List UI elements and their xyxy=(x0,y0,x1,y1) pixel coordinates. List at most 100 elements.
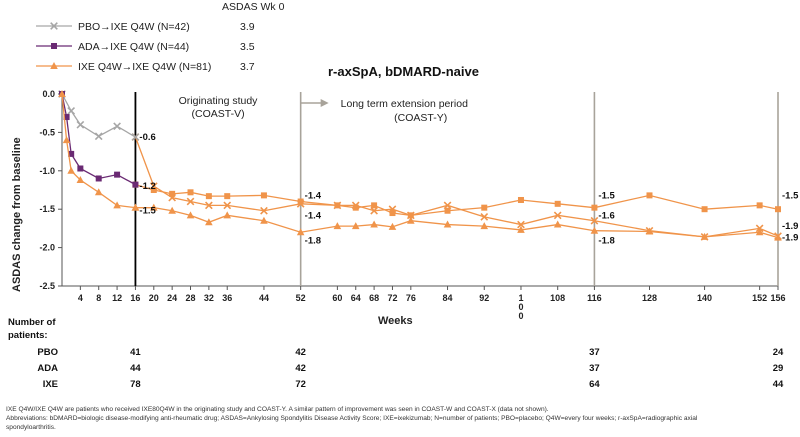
patients-count: 64 xyxy=(589,379,600,390)
x-tick-label: 152 xyxy=(752,293,767,303)
ada-series-point xyxy=(63,114,70,121)
ixe-series-point xyxy=(131,203,140,211)
footnote-line2: Abbreviations: bDMARD=biologic disease-m… xyxy=(6,415,698,422)
x-tick-label: 20 xyxy=(149,293,159,303)
x-tick-label: 44 xyxy=(259,293,269,303)
ixe-series-point xyxy=(58,90,66,97)
patients-row-ada: ADA 44 42 37 29 xyxy=(37,363,783,374)
extension-series-3-point xyxy=(370,220,378,228)
x-tick-label: 12 xyxy=(112,293,122,303)
extension-series-3-point xyxy=(205,218,213,226)
legend-item-pbo-series: PBO→IXE Q4W (N=42) 3.9 xyxy=(36,21,255,33)
x-tick-label: 52 xyxy=(296,293,306,303)
extension-series-2-point xyxy=(150,187,157,193)
period-label-extension: Long term extension period xyxy=(341,98,468,110)
period-lines: Originating study(COAST-V) Long term exte… xyxy=(134,92,779,286)
ixe-series-point xyxy=(113,201,121,209)
extension-series-2-point xyxy=(297,198,304,205)
extension-series-1-point xyxy=(517,220,525,229)
patients-count: 44 xyxy=(130,363,141,374)
extension-series-3-point xyxy=(223,211,232,219)
patients-count: 44 xyxy=(773,379,784,390)
y-tick-label: 0.0 xyxy=(42,89,55,99)
data-label: -1.4 xyxy=(305,190,322,201)
extension-series-2-point xyxy=(389,210,396,217)
x-tick-label: 32 xyxy=(204,293,214,303)
x-tick-label: 36 xyxy=(222,293,232,303)
extension-series-3-point xyxy=(260,216,268,224)
data-label: -1.9 xyxy=(782,221,798,232)
data-label: -1.5 xyxy=(598,190,615,201)
patients-count: 72 xyxy=(295,379,306,390)
y-tick-label: -0.5 xyxy=(39,127,55,137)
data-label: -1.4 xyxy=(305,210,322,221)
extension-series-3-point xyxy=(333,222,342,230)
legend-baseline: 3.5 xyxy=(240,41,255,53)
chart-title: r-axSpA, bDMARD-naive xyxy=(328,64,479,79)
ada-series-point xyxy=(114,171,121,178)
extension-series-2-point xyxy=(205,193,212,200)
period-label-originating: Originating study xyxy=(179,95,259,107)
pbo-series-point xyxy=(131,133,140,141)
patients-count: 37 xyxy=(589,363,600,374)
extension-series-3-point xyxy=(590,226,599,234)
x-tick-label: 64 xyxy=(351,293,361,303)
ixe-series-point xyxy=(94,188,103,196)
pbo-series-point xyxy=(113,122,121,131)
extension-series-1-point xyxy=(223,201,232,210)
x-tick-label: 116 xyxy=(587,293,602,303)
x-tick-label: 60 xyxy=(332,293,342,303)
extension-series-3-point xyxy=(296,228,305,236)
patients-count: 37 xyxy=(589,347,600,358)
extension-series-1-point xyxy=(480,213,489,221)
footnote-line3: spondyloarthritis. xyxy=(6,424,56,431)
ixe-series-point xyxy=(76,176,85,184)
data-label: -1.9 xyxy=(782,233,798,244)
extension-series-3-point xyxy=(480,222,489,230)
legend-marker xyxy=(51,43,57,49)
data-label: -1.5 xyxy=(139,206,156,217)
extension-series-1-point xyxy=(260,206,268,215)
extension-series-2-point xyxy=(334,202,341,209)
legend-header: ASDAS Wk 0 xyxy=(222,1,285,13)
x-tick-label: 0 xyxy=(518,311,523,321)
legend-baseline: 3.7 xyxy=(240,61,255,73)
patients-count: 42 xyxy=(295,363,306,374)
series-group xyxy=(58,90,782,241)
extension-series-2-point xyxy=(169,190,176,197)
data-label: -1.8 xyxy=(305,236,321,247)
x-axis-title: Weeks xyxy=(378,315,413,327)
extension-series-2-point xyxy=(554,200,561,207)
ada-series-point xyxy=(77,165,84,172)
extension-series-1-point xyxy=(590,216,599,225)
x-tick-label: 72 xyxy=(387,293,397,303)
extension-series-2-point xyxy=(187,189,194,196)
pbo-series-point xyxy=(76,120,85,129)
extension-series-3-point xyxy=(168,206,176,214)
patients-count: 29 xyxy=(773,363,784,374)
patients-count: 78 xyxy=(130,379,141,390)
extension-series-3-point xyxy=(645,227,654,235)
y-tick-label: -2.5 xyxy=(39,281,55,291)
extension-series-1-line xyxy=(134,136,779,238)
extension-series-1-point xyxy=(370,206,378,215)
extension-series-2-point xyxy=(756,202,763,209)
patients-header-line2: patients: xyxy=(8,330,48,341)
extension-series-2-point xyxy=(517,196,524,203)
extension-series-2-point xyxy=(444,207,451,214)
patients-group-label: PBO xyxy=(37,347,58,358)
extension-series-2-point xyxy=(701,206,708,213)
pbo-series-point xyxy=(94,132,103,141)
ixe-series xyxy=(58,90,140,211)
extension-series-3-point xyxy=(755,228,764,236)
patients-count: 24 xyxy=(773,347,784,358)
extension-series-3-line xyxy=(135,207,779,239)
pbo-series-line xyxy=(61,93,136,138)
period-sublabel-originating: (COAST-V) xyxy=(192,108,245,120)
extension-series-3-point xyxy=(774,233,782,241)
x-tick-label: 84 xyxy=(443,293,453,303)
ixe-series-point xyxy=(67,166,75,174)
extension-series-1-point xyxy=(443,201,452,210)
extension-series-2-point xyxy=(352,204,359,211)
